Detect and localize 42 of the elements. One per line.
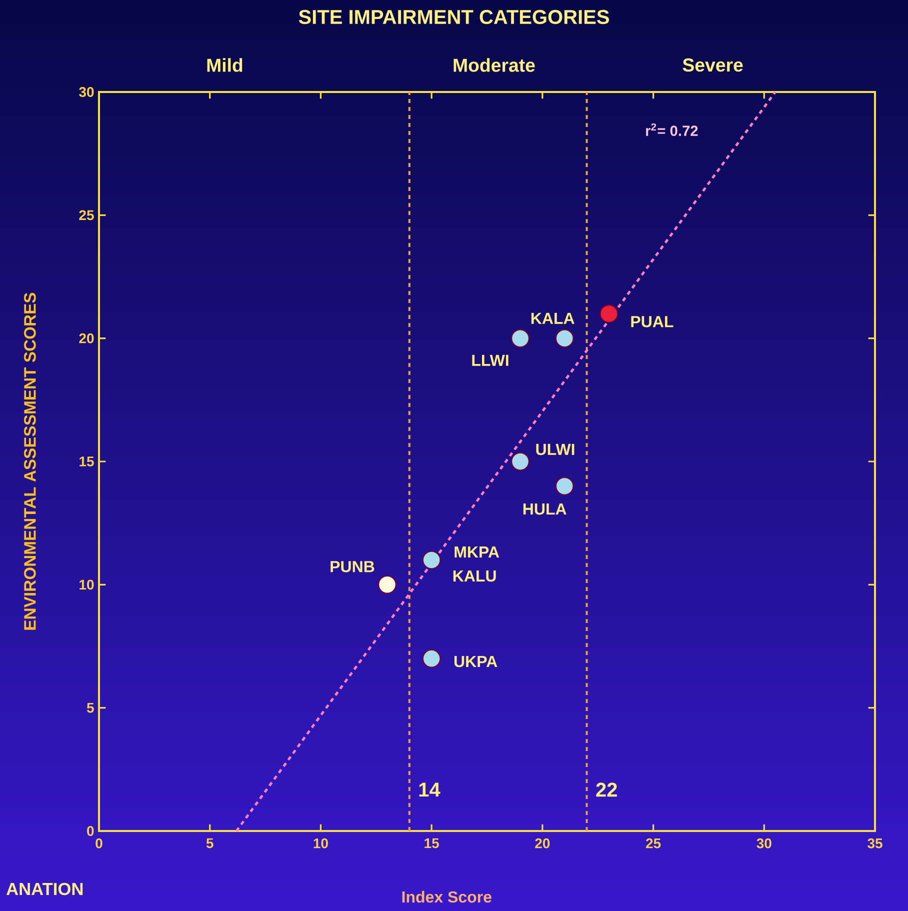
text: ANATION [6,882,83,896]
ref-line-label: 22 [596,782,617,797]
point [555,476,574,496]
x-tick-label: 20 [535,838,550,848]
point [555,329,574,348]
annotation: PUNB [330,561,374,572]
y-axis-title: ENVIRONMENTAL ASSESSMENT SCORES [24,292,36,630]
x-tick-label: 15 [424,838,439,848]
annotation: KALU [453,570,496,582]
x-tick-label: 30 [756,838,772,848]
y-tick-label: 20 [79,333,94,344]
point [600,304,618,323]
x-tick-label: 10 [314,838,328,848]
y-tick-label: 10 [80,580,94,590]
point [511,329,530,348]
chart-title: SITE IMPAIRMENT CATEGORIES [298,10,609,24]
point [422,649,441,668]
annotation: LLWI [472,354,508,366]
point [378,575,396,594]
point [511,452,530,471]
point [422,550,441,570]
text: Mild [207,58,242,72]
annotation: HULA [523,504,566,515]
y-tick-label: 15 [80,456,94,466]
annotation: KALA [531,312,574,324]
x-axis-title: Index Score [402,890,492,903]
annotation: PUAL [631,316,674,328]
annotation: UKPA [454,656,498,668]
y-tick-label: 25 [79,210,94,220]
y-tick-label: 0 [87,826,94,836]
x-tick-label: 0 [96,838,102,848]
x-tick-label: 35 [868,838,882,848]
y-tick-label: 5 [86,702,94,713]
annotation: MKPA [454,546,500,558]
annotation: r$^{2}$= 0.72 [646,123,698,136]
y-tick-label: 30 [79,87,94,97]
ref-line-label: 14 [419,782,440,797]
text: Severe [682,58,743,72]
text: Moderate [454,58,535,72]
annotation: ULWI [536,444,574,456]
x-tick-label: 25 [646,838,661,848]
x-tick-label: 5 [206,838,214,848]
